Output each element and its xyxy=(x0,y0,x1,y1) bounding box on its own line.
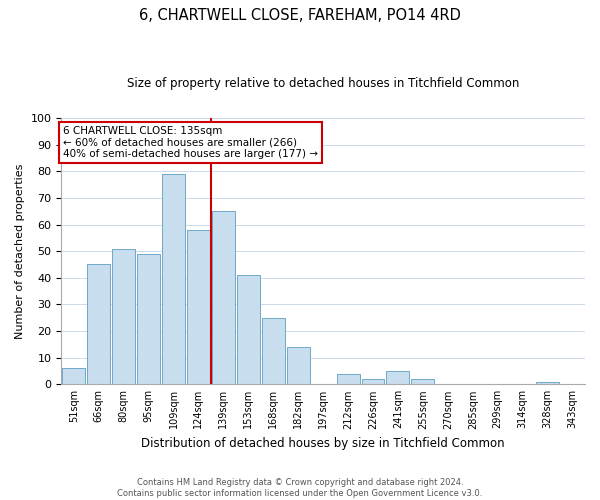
Bar xyxy=(287,347,310,385)
Bar xyxy=(162,174,185,384)
Bar xyxy=(137,254,160,384)
Text: 6, CHARTWELL CLOSE, FAREHAM, PO14 4RD: 6, CHARTWELL CLOSE, FAREHAM, PO14 4RD xyxy=(139,8,461,22)
Bar xyxy=(536,382,559,384)
Bar xyxy=(212,211,235,384)
Bar xyxy=(87,264,110,384)
Bar xyxy=(62,368,85,384)
Bar xyxy=(237,275,260,384)
Bar xyxy=(337,374,359,384)
Bar xyxy=(187,230,210,384)
Bar xyxy=(412,379,434,384)
Bar xyxy=(362,379,385,384)
Bar xyxy=(386,371,409,384)
Text: Contains HM Land Registry data © Crown copyright and database right 2024.
Contai: Contains HM Land Registry data © Crown c… xyxy=(118,478,482,498)
X-axis label: Distribution of detached houses by size in Titchfield Common: Distribution of detached houses by size … xyxy=(142,437,505,450)
Text: 6 CHARTWELL CLOSE: 135sqm
← 60% of detached houses are smaller (266)
40% of semi: 6 CHARTWELL CLOSE: 135sqm ← 60% of detac… xyxy=(63,126,318,159)
Bar xyxy=(112,248,135,384)
Bar xyxy=(262,318,285,384)
Title: Size of property relative to detached houses in Titchfield Common: Size of property relative to detached ho… xyxy=(127,78,520,90)
Y-axis label: Number of detached properties: Number of detached properties xyxy=(15,164,25,339)
